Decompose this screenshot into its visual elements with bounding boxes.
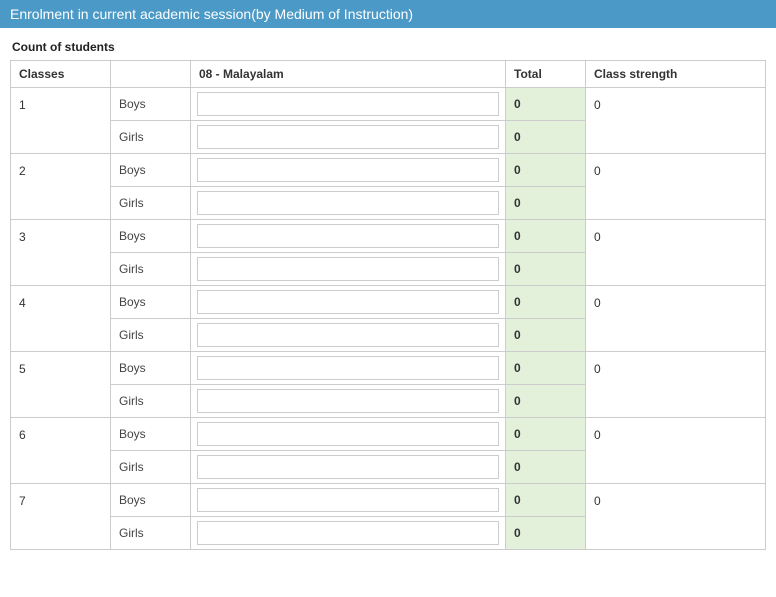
- total-cell-girls: 0: [506, 253, 586, 286]
- input-cell: [191, 121, 506, 154]
- class-cell: 3: [11, 220, 111, 286]
- gender-cell-girls: Girls: [111, 121, 191, 154]
- col-header-classes: Classes: [11, 61, 111, 88]
- input-cell: [191, 253, 506, 286]
- class-cell: 2: [11, 154, 111, 220]
- total-cell-boys: 0: [506, 352, 586, 385]
- table-row: 6Boys00: [11, 418, 766, 451]
- input-cell: [191, 385, 506, 418]
- input-cell: [191, 319, 506, 352]
- class-cell: 7: [11, 484, 111, 550]
- page-title: Enrolment in current academic session(by…: [10, 6, 413, 22]
- class-cell: 1: [11, 88, 111, 154]
- class-cell: 5: [11, 352, 111, 418]
- class-strength-cell: 0: [586, 286, 766, 352]
- gender-cell-girls: Girls: [111, 319, 191, 352]
- table-row: 1Boys00: [11, 88, 766, 121]
- input-cell: [191, 220, 506, 253]
- enrolment-input-girls[interactable]: [197, 191, 499, 215]
- gender-cell-boys: Boys: [111, 154, 191, 187]
- input-cell: [191, 154, 506, 187]
- page-header: Enrolment in current academic session(by…: [0, 0, 776, 28]
- input-cell: [191, 286, 506, 319]
- table-row: 7Boys00: [11, 484, 766, 517]
- class-strength-cell: 0: [586, 88, 766, 154]
- gender-cell-girls: Girls: [111, 451, 191, 484]
- total-cell-boys: 0: [506, 418, 586, 451]
- total-cell-boys: 0: [506, 484, 586, 517]
- enrolment-input-boys[interactable]: [197, 290, 499, 314]
- gender-cell-girls: Girls: [111, 385, 191, 418]
- total-cell-girls: 0: [506, 385, 586, 418]
- input-cell: [191, 352, 506, 385]
- input-cell: [191, 484, 506, 517]
- gender-cell-boys: Boys: [111, 484, 191, 517]
- table-row: 2Boys00: [11, 154, 766, 187]
- class-strength-cell: 0: [586, 154, 766, 220]
- table-row: 5Boys00: [11, 352, 766, 385]
- enrolment-input-girls[interactable]: [197, 323, 499, 347]
- col-header-gender: [111, 61, 191, 88]
- input-cell: [191, 88, 506, 121]
- gender-cell-boys: Boys: [111, 418, 191, 451]
- class-strength-cell: 0: [586, 484, 766, 550]
- class-strength-cell: 0: [586, 352, 766, 418]
- gender-cell-boys: Boys: [111, 352, 191, 385]
- input-cell: [191, 451, 506, 484]
- total-cell-boys: 0: [506, 220, 586, 253]
- enrolment-input-boys[interactable]: [197, 224, 499, 248]
- gender-cell-girls: Girls: [111, 517, 191, 550]
- col-header-total: Total: [506, 61, 586, 88]
- gender-cell-boys: Boys: [111, 286, 191, 319]
- table-header-row: Classes 08 - Malayalam Total Class stren…: [11, 61, 766, 88]
- gender-cell-girls: Girls: [111, 253, 191, 286]
- gender-cell-boys: Boys: [111, 220, 191, 253]
- total-cell-girls: 0: [506, 451, 586, 484]
- class-strength-cell: 0: [586, 220, 766, 286]
- total-cell-boys: 0: [506, 154, 586, 187]
- content-area: Count of students Classes 08 - Malayalam…: [0, 28, 776, 550]
- total-cell-girls: 0: [506, 187, 586, 220]
- enrolment-input-girls[interactable]: [197, 521, 499, 545]
- class-strength-cell: 0: [586, 418, 766, 484]
- col-header-strength: Class strength: [586, 61, 766, 88]
- input-cell: [191, 418, 506, 451]
- class-cell: 6: [11, 418, 111, 484]
- enrolment-input-girls[interactable]: [197, 455, 499, 479]
- enrolment-input-girls[interactable]: [197, 125, 499, 149]
- table-row: 4Boys00: [11, 286, 766, 319]
- total-cell-boys: 0: [506, 286, 586, 319]
- total-cell-boys: 0: [506, 88, 586, 121]
- enrolment-input-girls[interactable]: [197, 257, 499, 281]
- enrolment-input-boys[interactable]: [197, 488, 499, 512]
- section-subtitle: Count of students: [12, 40, 766, 54]
- total-cell-girls: 0: [506, 121, 586, 154]
- input-cell: [191, 517, 506, 550]
- enrolment-input-boys[interactable]: [197, 92, 499, 116]
- total-cell-girls: 0: [506, 319, 586, 352]
- total-cell-girls: 0: [506, 517, 586, 550]
- gender-cell-girls: Girls: [111, 187, 191, 220]
- input-cell: [191, 187, 506, 220]
- enrolment-input-girls[interactable]: [197, 389, 499, 413]
- gender-cell-boys: Boys: [111, 88, 191, 121]
- table-row: 3Boys00: [11, 220, 766, 253]
- enrolment-input-boys[interactable]: [197, 158, 499, 182]
- enrolment-input-boys[interactable]: [197, 356, 499, 380]
- class-cell: 4: [11, 286, 111, 352]
- enrolment-table: Classes 08 - Malayalam Total Class stren…: [10, 60, 766, 550]
- col-header-medium: 08 - Malayalam: [191, 61, 506, 88]
- enrolment-input-boys[interactable]: [197, 422, 499, 446]
